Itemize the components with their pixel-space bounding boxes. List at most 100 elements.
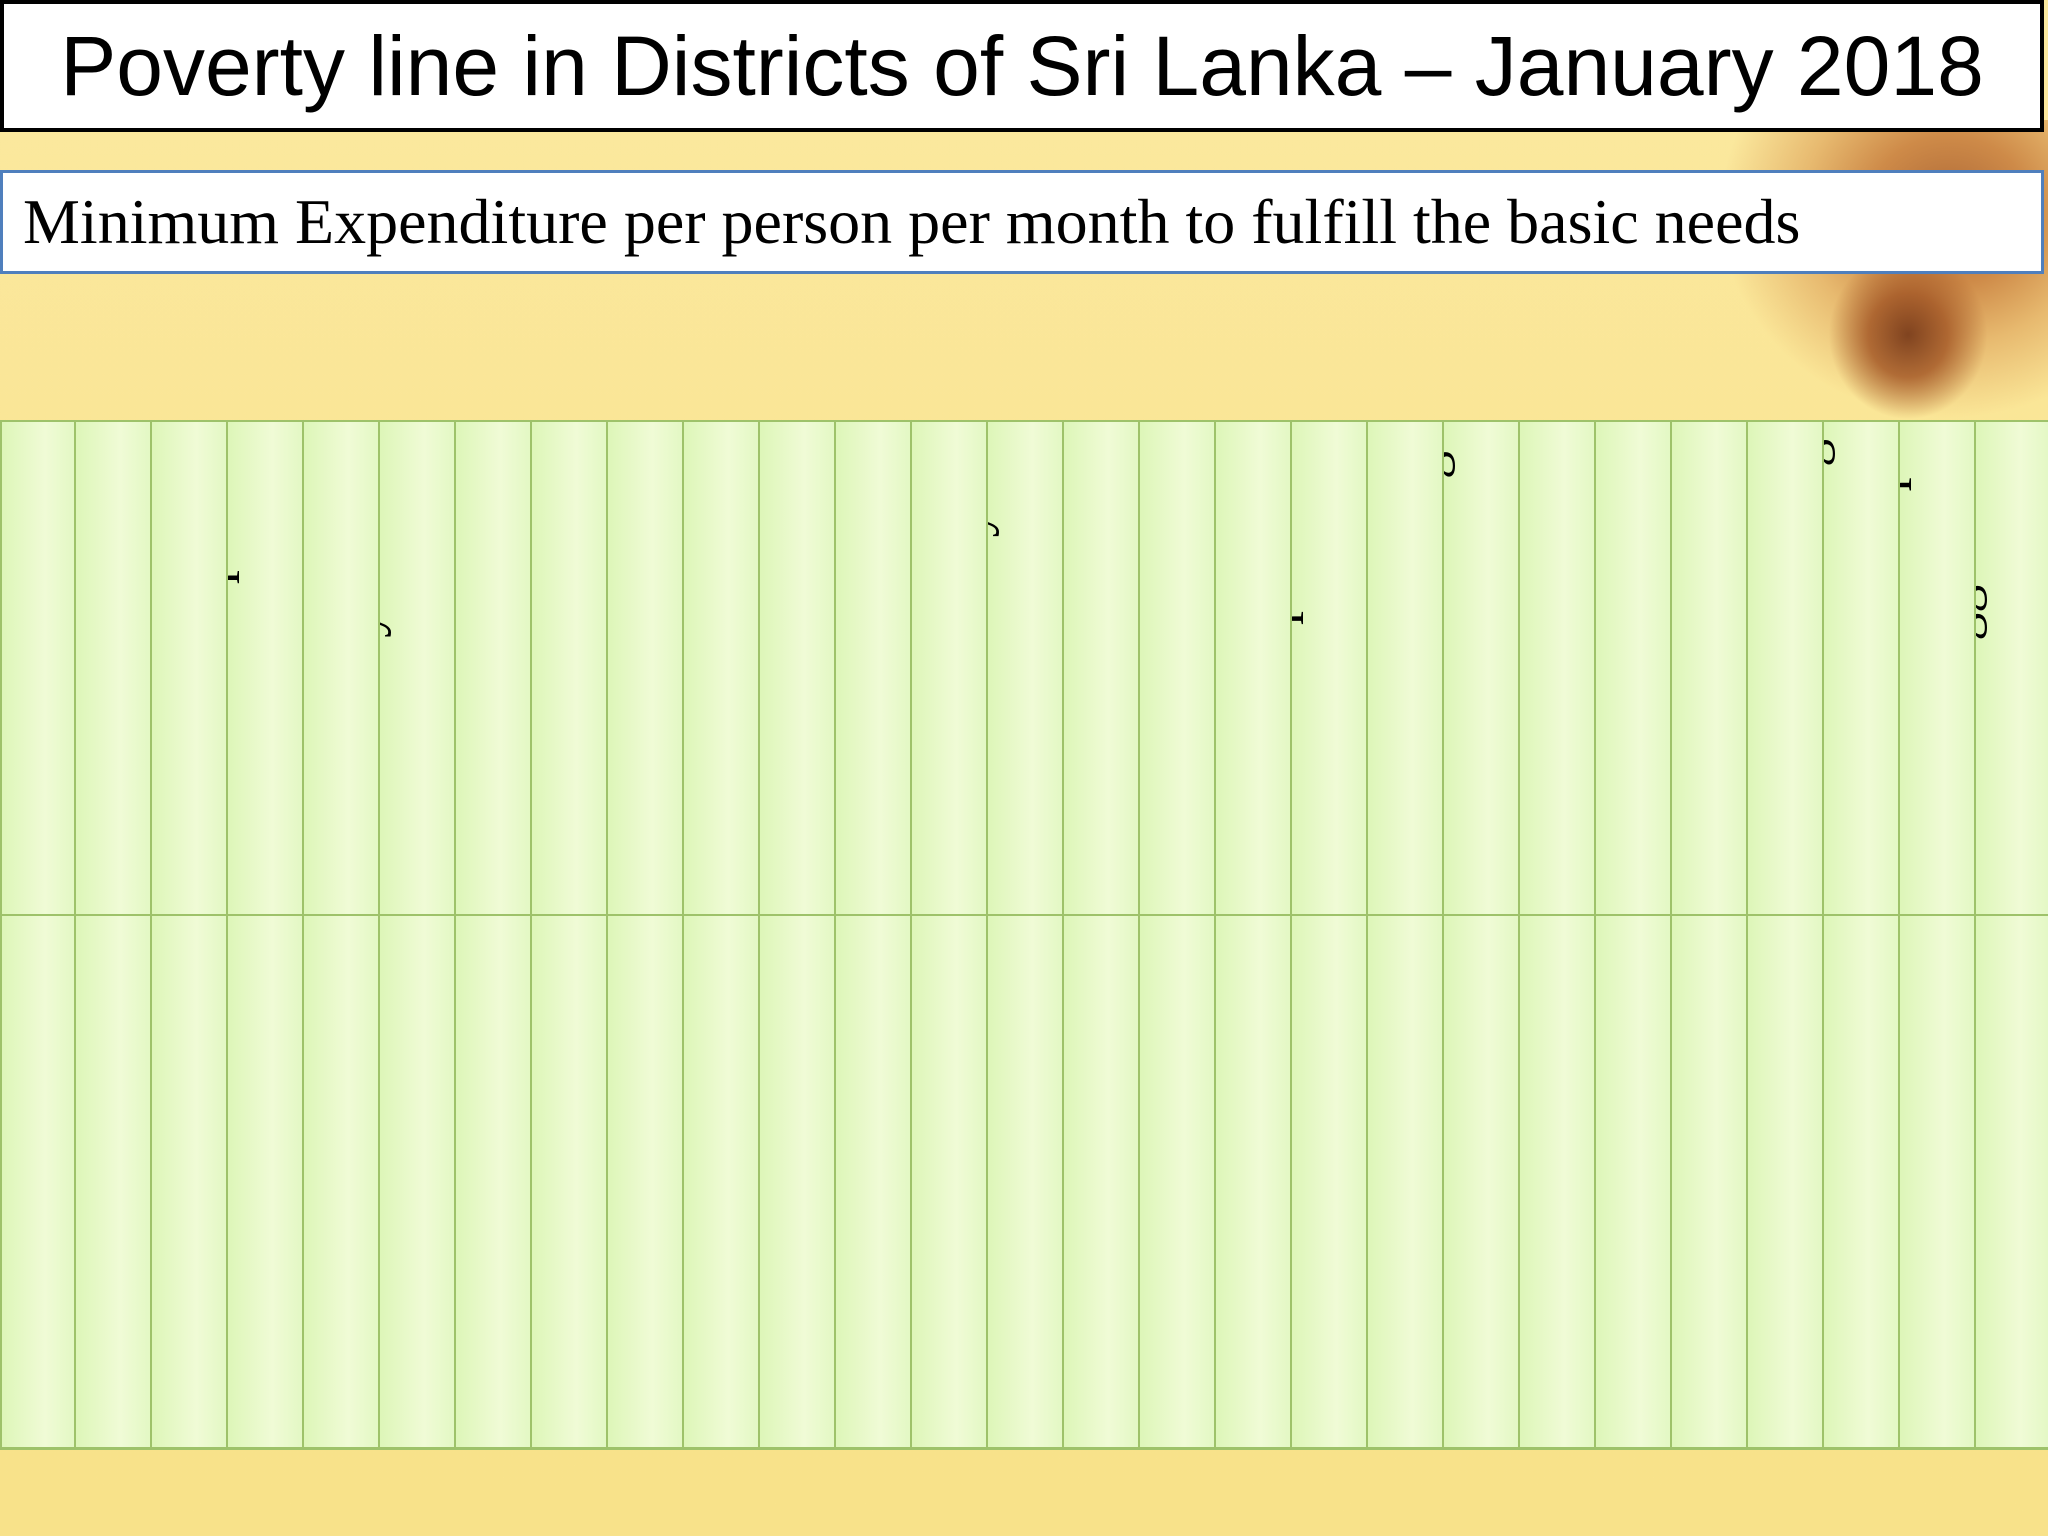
district-name-cell: Mannar [912, 420, 986, 916]
district-column: Monaragala 4313 [1824, 420, 1900, 1450]
district-value-cell: 4543 [1900, 916, 1974, 1450]
district-value: 4396 [1140, 1025, 1152, 1137]
district-value: 4471 [1520, 1025, 1532, 1137]
district-column: Puttalam 4471 [1520, 420, 1596, 1450]
district-value-cell: 4581 [1292, 916, 1366, 1450]
district-name: Badulla [1748, 559, 1760, 734]
district-value: 4745 [380, 1025, 392, 1137]
district-name-cell: Polonnaruwa [1672, 420, 1746, 916]
header-value-label: 2016 Jul Rs. [2, 916, 13, 1163]
district-value: 4445 [1064, 1025, 1076, 1137]
district-value-cell: 4477 [836, 916, 910, 1450]
district-name: Colombo [152, 491, 164, 700]
district-value-cell: 4394 [760, 916, 834, 1450]
district-name-cell: Vavuniya [988, 420, 1062, 916]
district-name: Kaluthara [304, 466, 316, 688]
district-column: Amprara 4581 [1292, 420, 1368, 1450]
district-value-cell: 4313 [1824, 916, 1898, 1450]
district-name: Nuwara Eliya [532, 421, 544, 599]
district-value: 4821 [228, 1025, 240, 1137]
district-name-cell: Matale [456, 420, 530, 916]
district-value-cell: 4797 [304, 916, 378, 1450]
district-name-cell: National [76, 420, 150, 916]
district-name: Trincomalee [1368, 420, 1380, 628]
district-value: 4377 [684, 1025, 696, 1137]
district-name-cell: Gampaha [228, 420, 302, 916]
district-name: Matara [684, 590, 696, 750]
district-value-cell: 4537 [1368, 916, 1442, 1450]
district-name-cell: Mullaithivu [1064, 420, 1138, 916]
district-value: 4488 [1748, 1025, 1760, 1137]
district-name-cell: Kandy [380, 420, 454, 916]
page-title: Poverty line in Districts of Sri Lanka –… [60, 18, 1984, 113]
district-name: Kilinochchi [1140, 420, 1152, 644]
district-name-cell: Batticaloa [1216, 420, 1290, 916]
district-value: 4575 [912, 1025, 924, 1137]
district-name-cell: Anuradhapura [1596, 420, 1670, 916]
district-value-cell: 4421 [1596, 916, 1670, 1450]
district-name: Amprara [1292, 509, 1304, 709]
district-name: Polonnaruwa [1672, 420, 1684, 613]
district-column: Trincomalee 4537 [1368, 420, 1444, 1450]
district-name-cell: Keggalle [1976, 420, 2048, 916]
district-value: 4580 [76, 1025, 88, 1137]
district-value: 4764 [1976, 1025, 1988, 1137]
district-name: Anuradhapura [1596, 420, 1608, 588]
district-value: 4666 [1216, 1025, 1228, 1137]
district-name-cell: Kaluthara [304, 420, 378, 916]
district-value: 4512 [1444, 1025, 1456, 1137]
header-column: District 2016 Jul Rs. [0, 420, 76, 1450]
district-name: Mullaithivu [1064, 420, 1076, 644]
district-value: 4597 [1672, 1025, 1684, 1137]
district-value-cell: 4666 [1216, 916, 1290, 1450]
district-value-cell: 4396 [1140, 916, 1214, 1450]
district-name: Matale [456, 597, 468, 753]
district-name-cell: Jaffna [836, 420, 910, 916]
district-column: Mannar 4575 [912, 420, 988, 1450]
district-name: Jaffna [836, 636, 848, 773]
district-column: Badulla 4488 [1748, 420, 1824, 1450]
district-name: Puttalam [1520, 509, 1532, 709]
district-name-cell: Monaragala [1824, 420, 1898, 916]
district-value-cell: 4377 [684, 916, 758, 1450]
district-name: National [76, 522, 88, 716]
district-column: Batticaloa 4666 [1216, 420, 1292, 1450]
district-name: Gampaha [228, 478, 240, 694]
district-name-cell: Puttalam [1520, 420, 1594, 916]
district-column: Kaluthara 4797 [304, 420, 380, 1450]
district-value-cell: 4580 [76, 916, 150, 1450]
district-name-cell: Amprara [1292, 420, 1366, 916]
district-column: Matara 4377 [684, 420, 760, 1450]
district-value: 4543 [1900, 1025, 1912, 1137]
district-name-cell: Kilinochchi [1140, 420, 1214, 916]
district-column: Matale 4660 [456, 420, 532, 1450]
district-name-cell: Rathnapura [1900, 420, 1974, 916]
district-column: Anuradhapura 4421 [1596, 420, 1672, 1450]
district-value-cell: 4471 [1520, 916, 1594, 1450]
district-value: 4523 [608, 1025, 620, 1137]
district-name: Rathnapura [1900, 420, 1912, 650]
district-name: Monaragala [1824, 420, 1836, 641]
district-column: Galle 4523 [608, 420, 684, 1450]
district-name-cell: Badulla [1748, 420, 1822, 916]
district-column: Polonnaruwa 4597 [1672, 420, 1748, 1450]
district-column: Hambantota 4394 [760, 420, 836, 1450]
district-name: Galle [608, 665, 620, 787]
district-name: Hambantota [760, 420, 772, 635]
district-column: National 4580 [76, 420, 152, 1450]
district-column: Gampaha 4821 [228, 420, 304, 1450]
district-value: 4477 [836, 1025, 848, 1137]
district-value: 4797 [304, 1025, 316, 1137]
district-value-cell: 4523 [608, 916, 682, 1450]
title-box: Poverty line in Districts of Sri Lanka –… [0, 0, 2044, 132]
district-value: 4394 [760, 1025, 772, 1137]
background-decoration-dark [1828, 250, 1988, 420]
district-value: 4972 [152, 1025, 164, 1137]
district-value-cell: 4488 [1748, 916, 1822, 1450]
district-name: Kandy [380, 609, 392, 759]
district-column: Kandy 4745 [380, 420, 456, 1450]
district-value: 4581 [1292, 1025, 1304, 1137]
district-column: Jaffna 4477 [836, 420, 912, 1450]
district-name-cell: Colombo [152, 420, 226, 916]
district-column: Rathnapura 4543 [1900, 420, 1976, 1450]
